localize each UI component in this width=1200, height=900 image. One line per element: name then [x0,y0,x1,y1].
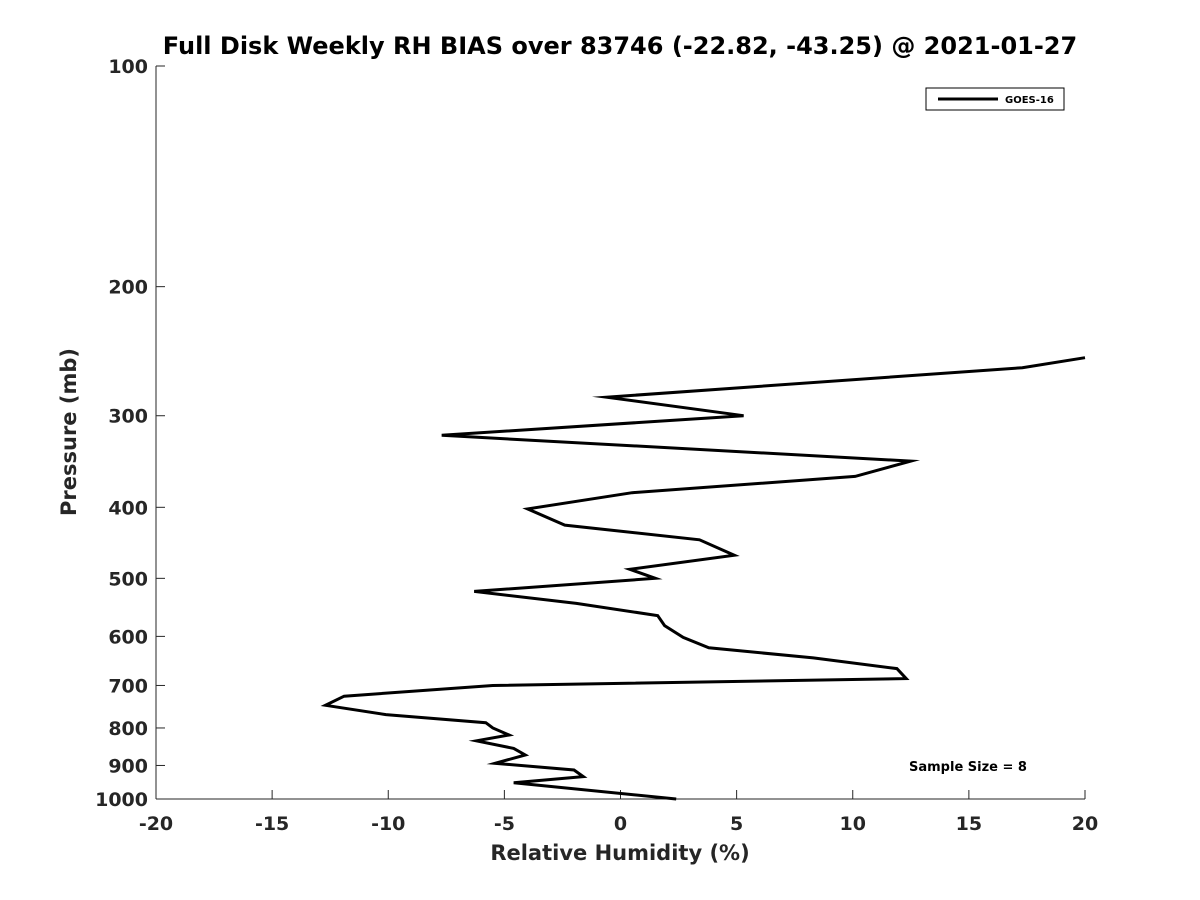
series-line-goes-16 [320,356,1086,801]
x-tick-label: 20 [1072,813,1098,835]
legend-label-goes-16: GOES-16 [1005,95,1054,106]
x-tick-label: -5 [494,813,515,835]
x-tick-label: -10 [371,813,405,835]
series-group [320,356,1086,801]
x-tick-label: 5 [730,813,743,835]
y-axis-label: Pressure (mb) [57,348,81,516]
y-tick-label: 300 [108,406,148,428]
y-tick-label: 600 [108,626,148,648]
y-tick-label: 200 [108,277,148,299]
y-tick-label: 500 [108,568,148,590]
y-tick-label: 400 [108,497,148,519]
legend: GOES-16 [925,87,1065,111]
y-tick-label: 800 [108,718,148,740]
chart-title: Full Disk Weekly RH BIAS over 83746 (-22… [163,32,1077,60]
y-tick-label: 700 [108,675,148,697]
x-axis-ticks: -20 -15 -10 -5 0 5 10 15 20 [139,790,1098,835]
x-tick-label: 10 [840,813,866,835]
sample-size-annotation: Sample Size = 8 [909,760,1027,775]
y-axis-ticks: 100 200 300 400 500 600 700 800 900 1000 [95,56,165,811]
x-axis-label: Relative Humidity (%) [490,841,749,865]
x-tick-label: 0 [614,813,627,835]
x-tick-label: 15 [956,813,982,835]
x-tick-label: -15 [255,813,289,835]
y-tick-label: 900 [108,755,148,777]
x-tick-label: -20 [139,813,173,835]
y-tick-label: 1000 [95,789,148,811]
y-tick-label: 100 [108,56,148,78]
